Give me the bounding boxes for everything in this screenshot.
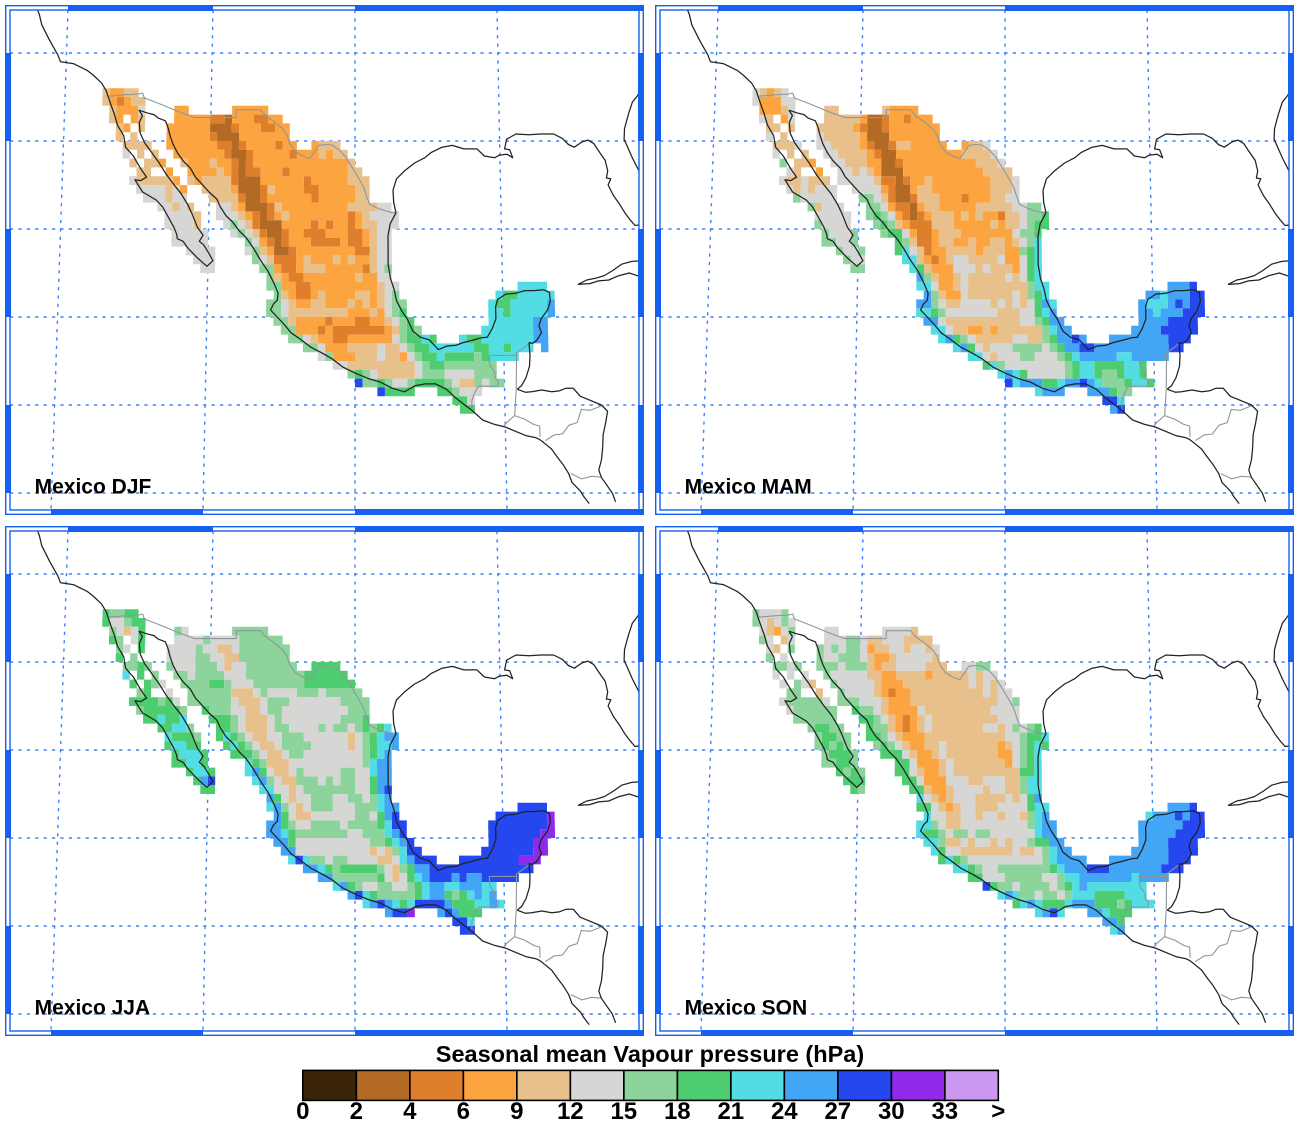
svg-text:Seasonal mean Vapour pressure: Seasonal mean Vapour pressure (hPa) (436, 1041, 864, 1067)
svg-text:24: 24 (771, 1098, 798, 1125)
svg-text:12: 12 (557, 1098, 584, 1125)
svg-text:Mexico DJF: Mexico DJF (35, 476, 152, 499)
svg-text:Mexico JJA: Mexico JJA (35, 997, 151, 1020)
svg-text:4: 4 (403, 1098, 417, 1125)
svg-text:30: 30 (878, 1098, 905, 1125)
svg-text:6: 6 (457, 1098, 470, 1125)
svg-text:21: 21 (717, 1098, 744, 1125)
svg-text:15: 15 (610, 1098, 637, 1125)
svg-text:Mexico MAM: Mexico MAM (685, 476, 812, 499)
svg-text:33: 33 (931, 1098, 958, 1125)
svg-text:9: 9 (510, 1098, 523, 1125)
svg-text:2: 2 (350, 1098, 363, 1125)
svg-text:18: 18 (664, 1098, 691, 1125)
svg-text:>: > (991, 1098, 1005, 1125)
svg-text:27: 27 (824, 1098, 851, 1125)
svg-text:0: 0 (296, 1098, 309, 1125)
svg-text:Mexico SON: Mexico SON (685, 997, 808, 1020)
